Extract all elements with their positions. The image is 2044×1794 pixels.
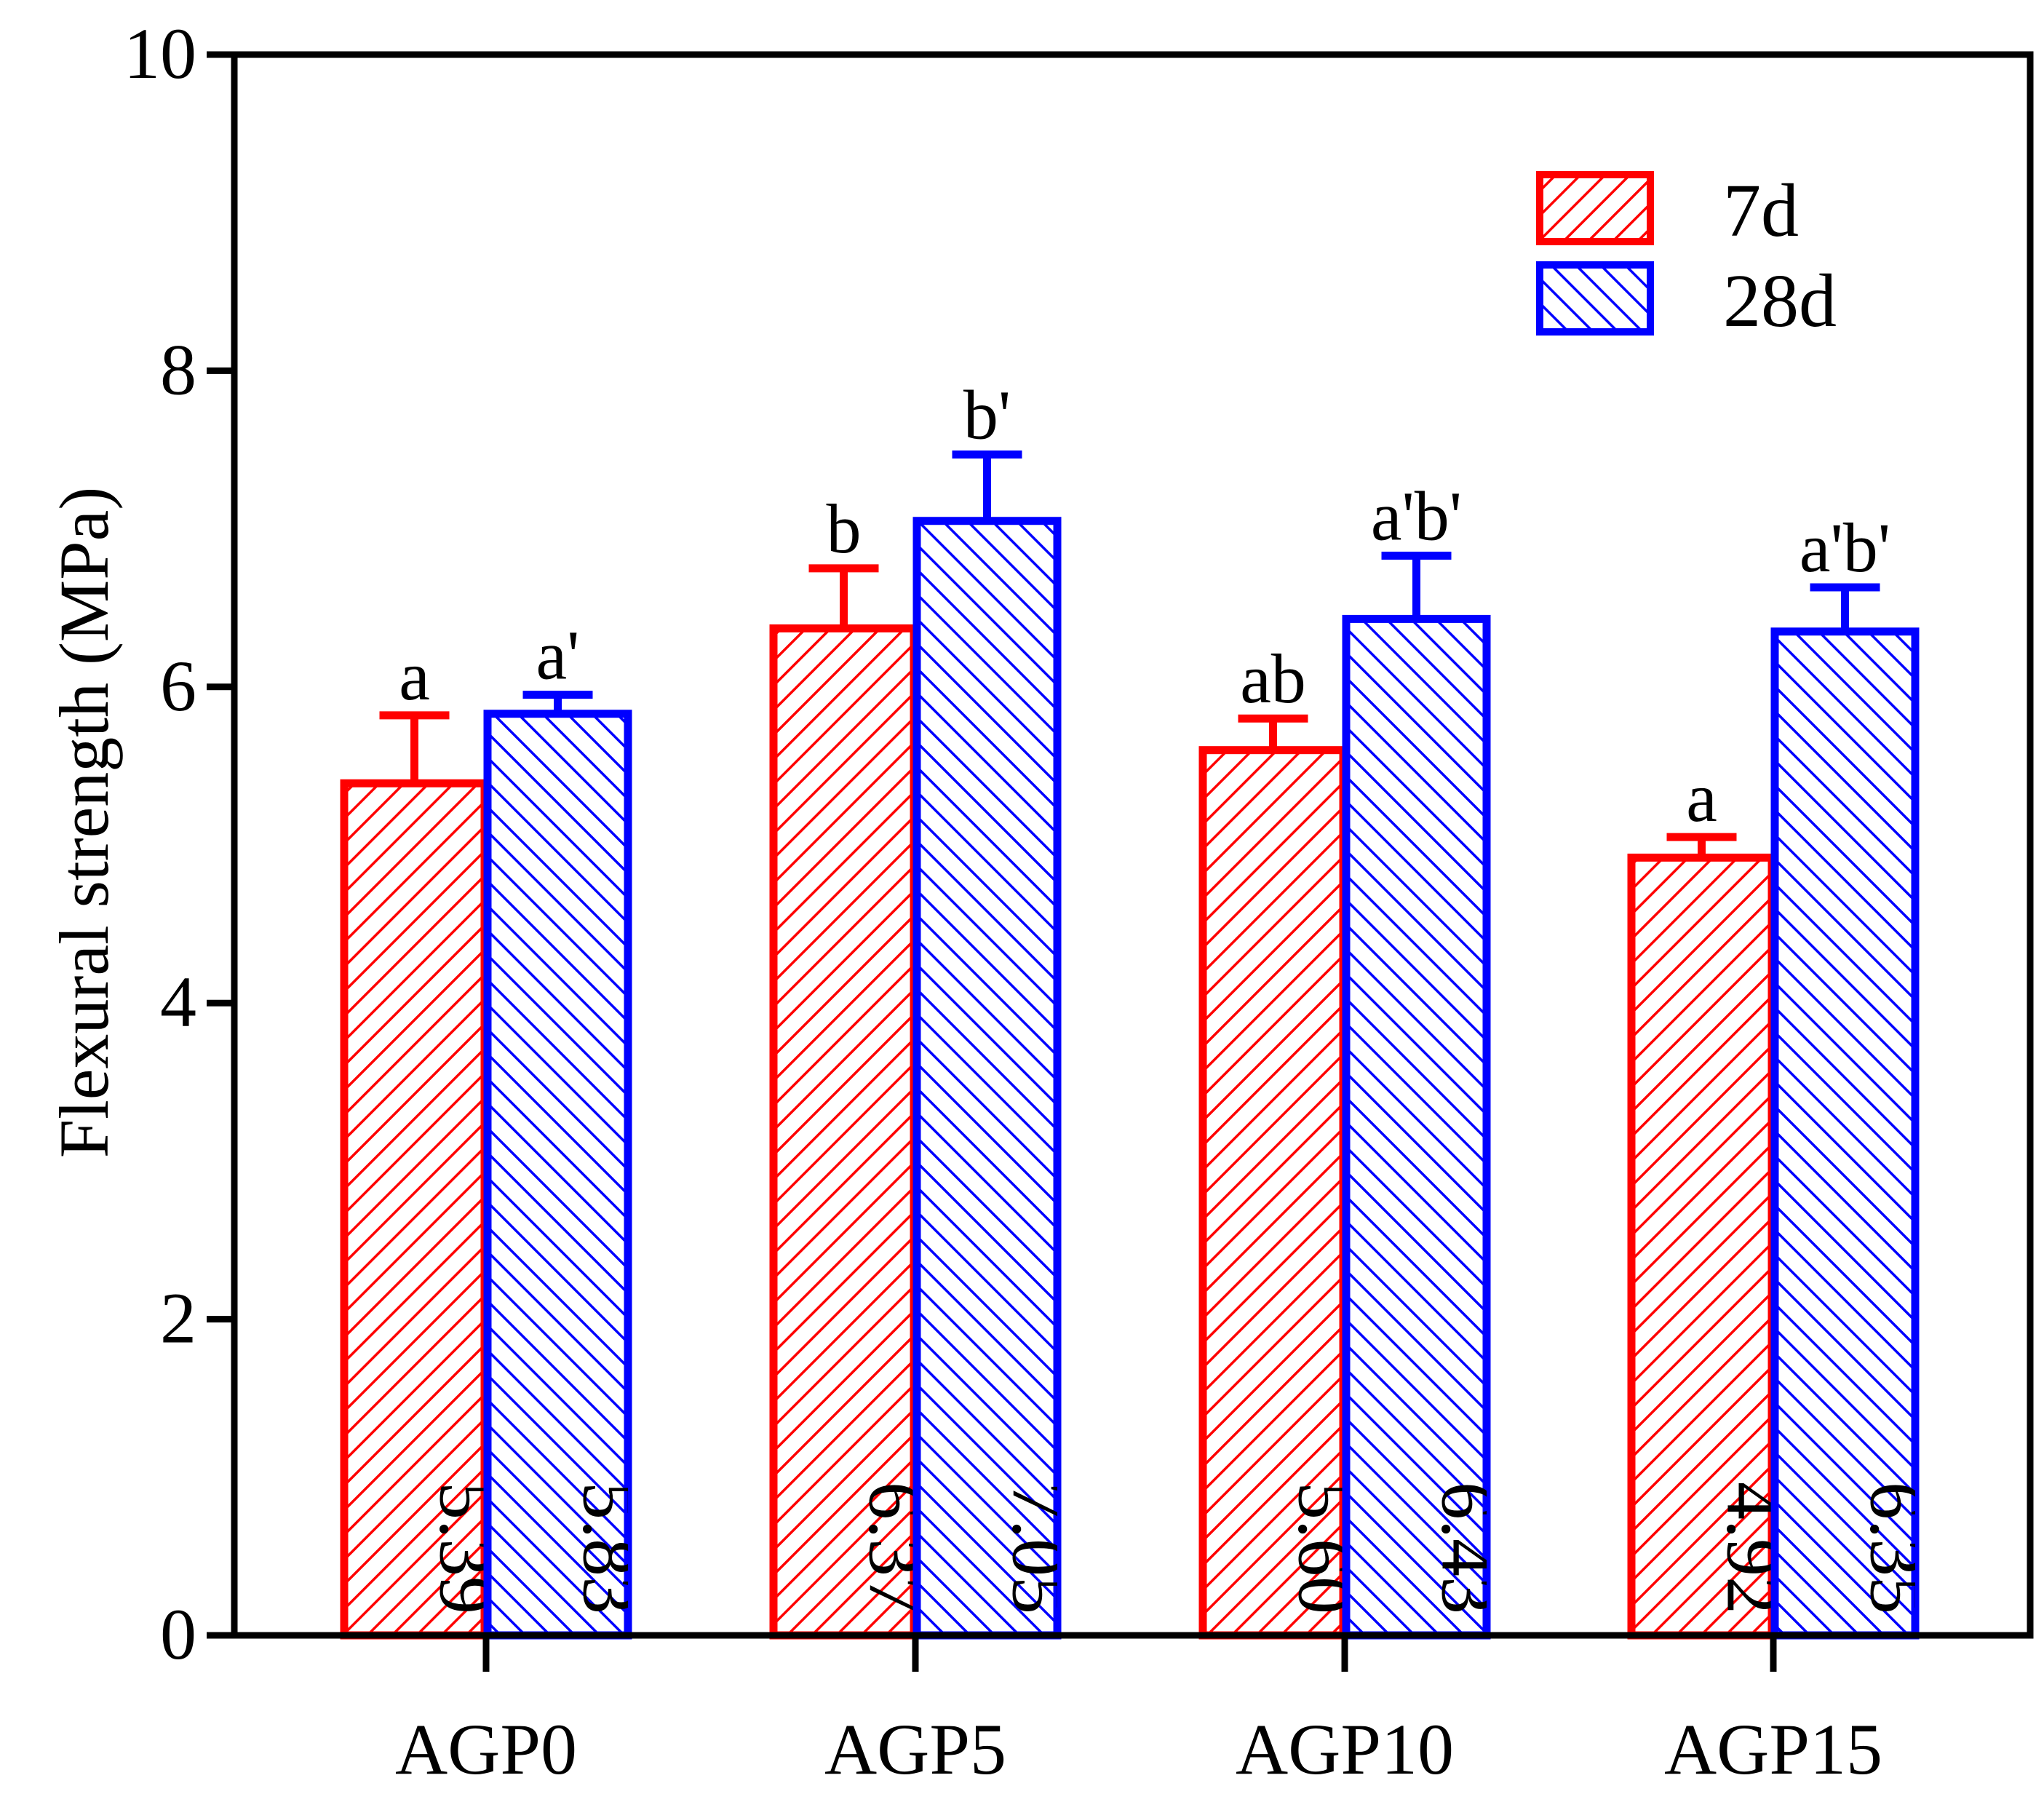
- y-tick-label-8: 8: [160, 329, 196, 410]
- plot-frame: [231, 51, 2034, 1639]
- y-axis-label: Flexural strength (MPa): [45, 487, 123, 1159]
- value-label-group-agp10-7d: 5.60: [1283, 1482, 1367, 1614]
- bar-agp5-28d: [912, 517, 1062, 1640]
- legend-label-7d: 7d: [1723, 169, 1799, 253]
- x-tick-label-agp0: AGP0: [395, 1709, 577, 1790]
- value-label-agp10-7d: 5.60: [1283, 1482, 1367, 1614]
- legend-item-28d: 28d: [1536, 259, 1837, 343]
- legend-swatch-28d: [1536, 261, 1654, 336]
- value-label-agp5-7d: 6.37: [854, 1482, 937, 1614]
- bar-agp0-7d: [340, 779, 489, 1640]
- significance-letter-agp0-28d: a': [536, 616, 580, 694]
- significance-letter-agp10-28d: a'b': [1371, 477, 1462, 555]
- value-label-agp0-28d: 5.83: [568, 1482, 651, 1614]
- value-label-group-agp0-28d: 5.83: [568, 1482, 651, 1614]
- bar-agp0-28d: [483, 710, 632, 1640]
- y-tick-label-10: 10: [124, 13, 196, 94]
- significance-letter-agp15-7d: a: [1686, 758, 1717, 836]
- bar-agp10-7d: [1198, 746, 1348, 1640]
- significance-letter-agp0-7d: a: [399, 637, 430, 715]
- bar-agp15-7d: [1627, 853, 1776, 1640]
- bars-layer: a 5.39 b 6.37 ab 5.60 a 4.92 a' 5.83 b' 7.05 a'b' 6.4…: [340, 376, 1938, 1640]
- value-label-agp15-28d: 6.35: [1855, 1482, 1938, 1614]
- x-tick-label-agp10: AGP10: [1236, 1709, 1454, 1790]
- significance-letter-agp15-28d: a'b': [1800, 509, 1890, 587]
- value-label-group-agp5-28d: 7.05: [997, 1482, 1081, 1614]
- value-label-agp5-28d: 7.05: [997, 1482, 1081, 1614]
- y-tick-label-6: 6: [160, 646, 196, 726]
- bar-agp10-28d: [1342, 614, 1491, 1640]
- legend-label-28d: 28d: [1723, 259, 1837, 343]
- bar-agp15-28d: [1770, 627, 1920, 1640]
- significance-letter-agp5-7d: b: [827, 490, 862, 568]
- y-tick-label-0: 0: [160, 1594, 196, 1675]
- y-tick-label-4: 4: [160, 961, 196, 1042]
- significance-letter-agp5-28d: b': [963, 376, 1011, 454]
- axes-layer: 0 2 4 6 8 10 AGP0 AGP5 AGP10 AGP15: [124, 13, 2034, 1790]
- value-label-agp10-28d: 6.43: [1426, 1482, 1510, 1614]
- legend-swatch-7d: [1536, 171, 1654, 245]
- value-label-group-agp5-7d: 6.37: [854, 1482, 937, 1614]
- value-label-group-agp15-28d: 6.35: [1855, 1482, 1938, 1614]
- significance-letter-agp10-7d: ab: [1240, 640, 1306, 718]
- y-tick-label-2: 2: [160, 1278, 196, 1359]
- x-tick-label-agp15: AGP15: [1664, 1709, 1882, 1790]
- value-label-agp15-7d: 4.92: [1711, 1482, 1795, 1614]
- value-label-group-agp10-28d: 6.43: [1426, 1482, 1510, 1614]
- x-tick-label-agp5: AGP5: [824, 1709, 1006, 1790]
- value-label-group-agp0-7d: 5.39: [424, 1482, 508, 1614]
- legend-item-7d: 7d: [1536, 169, 1799, 253]
- value-label-agp0-7d: 5.39: [424, 1482, 508, 1614]
- value-label-group-agp15-7d: 4.92: [1711, 1482, 1795, 1614]
